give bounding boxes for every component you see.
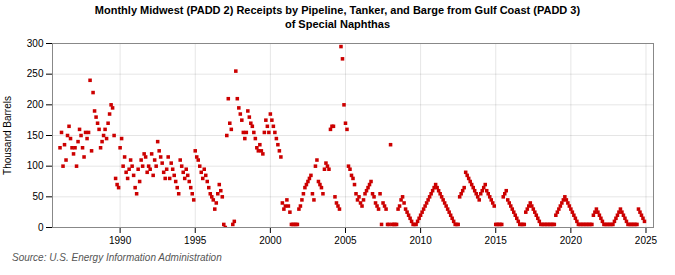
svg-text:200: 200 xyxy=(27,99,44,110)
svg-text:250: 250 xyxy=(27,68,44,79)
svg-text:Thousand Barrels: Thousand Barrels xyxy=(2,96,13,175)
svg-text:100: 100 xyxy=(27,160,44,171)
svg-text:2015: 2015 xyxy=(485,235,508,246)
svg-text:2000: 2000 xyxy=(259,235,282,246)
svg-text:300: 300 xyxy=(27,38,44,49)
html-text:Monthly Midwest (PADD 2) Recei: Monthly Midwest (PADD 2) Receipts by Pip… xyxy=(94,4,581,31)
svg-text:2010: 2010 xyxy=(409,235,432,246)
html-text:Source: U.S. Energy Informatio: Source: U.S. Energy Information Administ… xyxy=(12,252,222,263)
svg-text:50: 50 xyxy=(32,191,44,202)
svg-text:2025: 2025 xyxy=(635,235,658,246)
svg-text:1990: 1990 xyxy=(109,235,132,246)
svg-text:1995: 1995 xyxy=(184,235,207,246)
svg-text:150: 150 xyxy=(27,130,44,141)
svg-text:2005: 2005 xyxy=(334,235,357,246)
svg-text:0: 0 xyxy=(38,222,44,233)
svg-text:2020: 2020 xyxy=(560,235,583,246)
